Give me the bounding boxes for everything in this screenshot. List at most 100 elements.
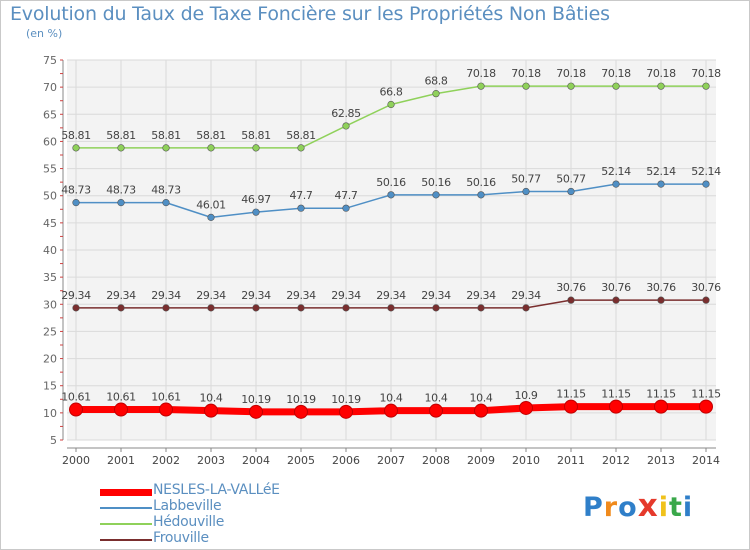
y-tick-label: 35 [43, 271, 57, 284]
logo-letter: o [618, 492, 638, 523]
data-label: 70.18 [466, 67, 496, 80]
data-label: 10.19 [286, 393, 316, 406]
y-tick-label: 50 [43, 190, 57, 203]
data-point [522, 82, 530, 90]
data-point [387, 304, 395, 312]
legend-label: Labbeville [153, 498, 222, 514]
legend-swatch [100, 507, 152, 509]
data-point [432, 90, 440, 98]
data-point [297, 144, 305, 152]
data-point [522, 304, 530, 312]
data-label: 50.16 [466, 176, 496, 189]
data-label: 10.4 [470, 392, 493, 405]
data-label: 50.16 [376, 176, 406, 189]
data-label: 30.76 [556, 281, 586, 294]
data-label: 58.81 [241, 129, 271, 142]
data-point [162, 199, 170, 207]
data-point [297, 304, 305, 312]
data-label: 29.34 [151, 289, 181, 302]
data-point [432, 304, 440, 312]
data-point [657, 180, 665, 188]
data-point [699, 399, 713, 414]
x-tick-label: 2003 [197, 454, 225, 467]
data-label: 29.34 [286, 289, 316, 302]
y-tick-label: 40 [43, 244, 57, 257]
data-label: 29.34 [421, 289, 451, 302]
data-point [204, 403, 218, 418]
data-label: 46.97 [241, 193, 271, 206]
data-label: 29.34 [331, 289, 361, 302]
logo-letter: t [668, 492, 683, 523]
logo-letter: i [658, 492, 669, 523]
x-tick-label: 2007 [377, 454, 405, 467]
y-tick-label: 30 [43, 298, 57, 311]
legend-label: NESLES-LA-VALLéE [153, 482, 280, 498]
data-point [252, 144, 260, 152]
data-label: 50.77 [556, 173, 586, 186]
data-label: 29.34 [106, 289, 136, 302]
data-point [72, 199, 80, 207]
y-tick-label: 65 [43, 108, 57, 121]
x-tick-label: 2004 [242, 454, 270, 467]
data-label: 10.61 [151, 391, 181, 404]
y-tick-label: 70 [43, 81, 57, 94]
data-label: 29.34 [466, 289, 496, 302]
data-point [657, 82, 665, 90]
data-point [252, 208, 260, 216]
data-point [72, 144, 80, 152]
legend-label: Hédouville [153, 514, 225, 530]
data-label: 48.73 [151, 184, 181, 197]
data-label: 48.73 [106, 184, 136, 197]
x-tick-label: 2012 [602, 454, 630, 467]
data-label: 70.18 [646, 67, 676, 80]
data-point [612, 82, 620, 90]
data-label: 46.01 [196, 198, 226, 211]
data-label: 47.7 [290, 189, 313, 202]
data-label: 70.18 [691, 67, 721, 80]
data-point [339, 404, 353, 419]
data-point [702, 180, 710, 188]
data-point [342, 204, 350, 212]
data-label: 52.14 [601, 165, 631, 178]
data-point [387, 100, 395, 109]
y-tick-label: 55 [43, 163, 57, 176]
data-label: 11.15 [556, 388, 586, 401]
y-tick-label: 60 [43, 135, 57, 148]
x-tick-label: 2008 [422, 454, 450, 467]
data-point [477, 191, 485, 199]
data-point [522, 187, 530, 196]
y-tick-label: 15 [43, 380, 57, 393]
logo-letter: x [637, 488, 659, 524]
data-point [207, 144, 215, 152]
data-point [567, 296, 575, 304]
data-point [432, 191, 440, 199]
data-point [162, 144, 170, 152]
data-point [567, 187, 575, 196]
data-point [294, 404, 308, 419]
data-label: 10.4 [200, 392, 223, 405]
data-label: 47.7 [335, 189, 358, 202]
data-point [519, 400, 533, 415]
data-point [249, 404, 263, 419]
x-tick-label: 2010 [512, 454, 540, 467]
data-point [609, 399, 623, 414]
data-point [342, 122, 350, 130]
x-tick-label: 2014 [692, 454, 720, 467]
x-tick-label: 2006 [332, 454, 360, 467]
logo-letter: P [583, 492, 604, 523]
y-tick-label: 45 [43, 217, 57, 230]
data-point [117, 144, 125, 152]
data-point [69, 402, 83, 417]
data-label: 58.81 [151, 129, 181, 142]
logo-letter: i [682, 492, 694, 523]
data-point [567, 82, 575, 90]
data-label: 11.15 [601, 388, 631, 401]
x-tick-label: 2002 [152, 454, 180, 467]
x-tick-label: 2009 [467, 454, 495, 467]
data-point [342, 304, 350, 312]
data-point [654, 399, 668, 414]
data-point [117, 199, 125, 207]
x-tick-label: 2011 [557, 454, 585, 467]
x-tick-label: 2000 [62, 454, 90, 467]
